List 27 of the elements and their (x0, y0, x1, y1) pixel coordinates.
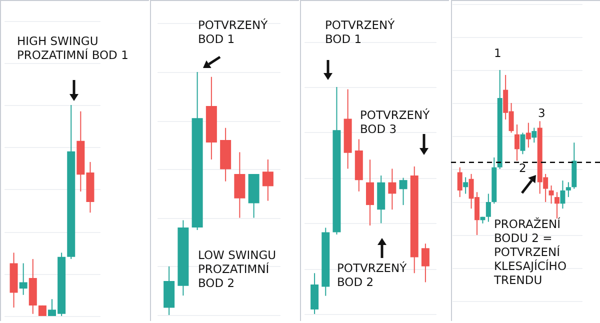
candlestick (486, 193, 491, 222)
candlestick (532, 127, 537, 144)
candlestick (421, 243, 430, 283)
candlestick (560, 180, 566, 210)
annotation: LOW SWINGU PROZATIMNÍ BOD 2 (198, 248, 276, 290)
candlestick (526, 122, 531, 148)
text: 1 (494, 46, 502, 60)
candlestick (19, 262, 28, 296)
annotation: POTVRZENÝ BOD 3 (360, 108, 431, 136)
annotation: 2 (519, 161, 526, 175)
candlestick (366, 159, 374, 226)
annotation: POTVRZENÝ BOD 2 (337, 261, 408, 289)
candlestick (566, 182, 571, 198)
candlestick (457, 166, 462, 198)
candlestick (399, 177, 408, 206)
text: POTVRZENÝ BOD 1 (325, 18, 396, 46)
candlestick (520, 132, 526, 155)
candlestick (262, 158, 274, 202)
text: HIGH SWINGU PROZATIMNÍ BOD 1 (17, 34, 128, 62)
candlestick (514, 124, 520, 162)
candlestick (554, 192, 560, 219)
candlestick (388, 168, 396, 210)
text: POTVRZENÝ BOD 1 (198, 18, 269, 46)
annotation: PRORAŽENÍ BODU 2 = POTVRZENÍ KLESAJÍCÍHO TRENDU (493, 217, 566, 287)
candlestick (548, 185, 554, 204)
annotation: 3 (538, 106, 546, 120)
candlestick (463, 176, 468, 194)
